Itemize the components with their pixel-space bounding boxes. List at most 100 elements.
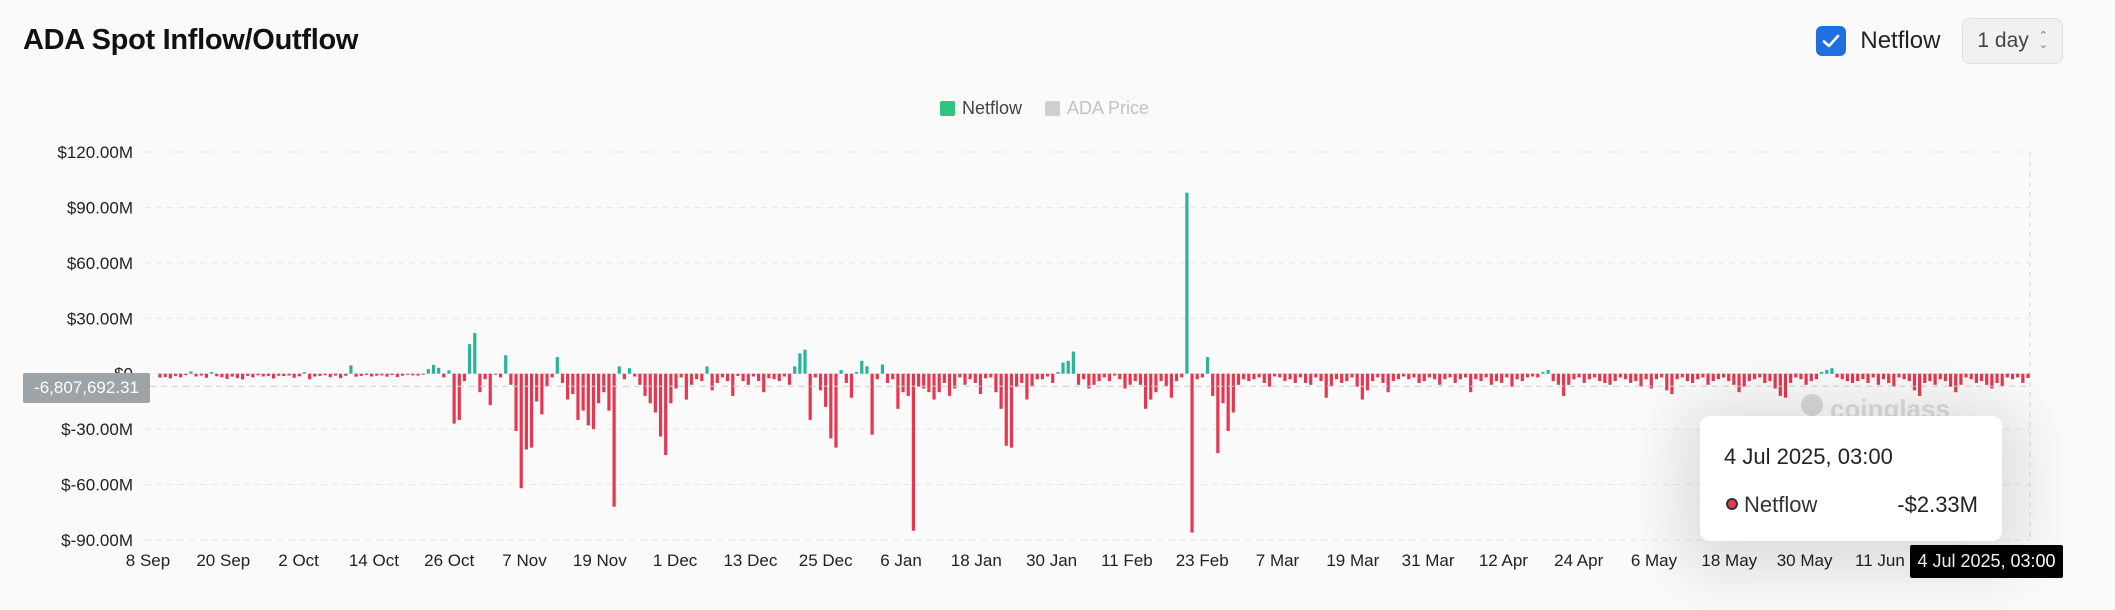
netflow-bar bbox=[684, 373, 688, 400]
netflow-bar bbox=[627, 368, 632, 374]
netflow-bar bbox=[607, 373, 611, 411]
netflow-bar bbox=[767, 373, 771, 379]
netflow-bar bbox=[1040, 373, 1044, 380]
netflow-bar bbox=[437, 367, 441, 374]
netflow-bar bbox=[885, 373, 890, 383]
legend-label: ADA Price bbox=[1067, 98, 1149, 118]
x-tick-label: 19 Mar bbox=[1326, 551, 1379, 570]
netflow-bar bbox=[1427, 373, 1432, 378]
netflow-bar bbox=[787, 373, 792, 385]
chart-tooltip: 4 Jul 2025, 03:00 Netflow -$2.33M bbox=[1700, 416, 2002, 541]
netflow-bar bbox=[1159, 373, 1163, 382]
netflow-bar bbox=[818, 373, 823, 391]
netflow-bar bbox=[1226, 373, 1230, 431]
netflow-bar bbox=[1247, 373, 1251, 382]
netflow-bar bbox=[426, 369, 430, 374]
netflow-bar bbox=[984, 373, 988, 379]
netflow-bar bbox=[1773, 373, 1777, 389]
netflow-bar bbox=[896, 373, 900, 409]
netflow-bar bbox=[638, 373, 642, 385]
netflow-bar bbox=[958, 373, 962, 378]
netflow-bar bbox=[880, 364, 885, 374]
netflow-bar bbox=[1045, 373, 1050, 377]
netflow-bar bbox=[1169, 373, 1174, 398]
x-tick-label: 18 May bbox=[1701, 551, 1757, 570]
netflow-bar bbox=[782, 373, 786, 377]
netflow-bar bbox=[1541, 371, 1545, 374]
netflow-bar bbox=[1995, 373, 1999, 383]
netflow-bar bbox=[452, 373, 456, 424]
netflow-bar bbox=[1469, 373, 1473, 393]
netflow-bar bbox=[1432, 373, 1437, 380]
y-tick-label: $90.00M bbox=[67, 198, 133, 217]
netflow-bar bbox=[1623, 373, 1628, 380]
netflow-bar bbox=[1783, 373, 1788, 398]
netflow-bar bbox=[839, 370, 843, 374]
netflow-bar bbox=[1180, 373, 1184, 378]
netflow-bar bbox=[844, 373, 848, 383]
netflow-bar bbox=[1273, 373, 1277, 377]
netflow-bar bbox=[1340, 373, 1344, 383]
netflow-bar bbox=[560, 373, 565, 383]
netflow-bar bbox=[1861, 373, 1865, 380]
netflow-bar bbox=[591, 373, 596, 430]
netflow-bar bbox=[1825, 370, 1829, 374]
netflow-bar bbox=[808, 373, 812, 420]
netflow-bar bbox=[1572, 373, 1576, 380]
netflow-bar bbox=[1216, 373, 1220, 454]
netflow-bar bbox=[648, 373, 652, 404]
chart-controls: Netflow 1 day ⌃ ⌄ bbox=[1816, 18, 2063, 64]
netflow-bar bbox=[963, 373, 967, 385]
netflow-bar bbox=[308, 373, 312, 380]
netflow-bar bbox=[1716, 373, 1720, 380]
netflow-bar bbox=[400, 373, 405, 376]
x-tick-label: 26 Oct bbox=[424, 551, 474, 570]
netflow-bar bbox=[1794, 373, 1798, 378]
netflow-bar bbox=[1004, 373, 1008, 446]
netflow-bar bbox=[256, 373, 260, 376]
netflow-bar bbox=[1639, 373, 1643, 387]
netflow-bar bbox=[999, 373, 1003, 409]
y-axis: $120.00M$90.00M$60.00M$30.00M$0$-30.00M$… bbox=[57, 143, 133, 550]
netflow-bar bbox=[710, 373, 714, 391]
netflow-bar bbox=[1644, 373, 1648, 380]
netflow-bar bbox=[1402, 373, 1406, 377]
netflow-bar bbox=[1685, 373, 1690, 382]
netflow-checkbox[interactable] bbox=[1816, 26, 1847, 56]
netflow-bar bbox=[1164, 373, 1168, 387]
netflow-bar bbox=[1128, 373, 1132, 385]
netflow-bar bbox=[421, 373, 425, 375]
netflow-bar bbox=[978, 373, 983, 395]
netflow-bar bbox=[442, 373, 446, 378]
netflow-bar bbox=[333, 373, 338, 376]
checkmark-icon bbox=[1823, 34, 1840, 48]
netflow-bars bbox=[158, 192, 2030, 533]
netflow-bar bbox=[2005, 373, 2009, 378]
netflow-bar bbox=[313, 373, 317, 377]
netflow-bar bbox=[1536, 373, 1540, 378]
netflow-bar bbox=[1309, 373, 1313, 385]
netflow-bar bbox=[1969, 373, 1973, 380]
netflow-bar bbox=[1262, 373, 1266, 383]
netflow-bar bbox=[1479, 373, 1483, 382]
netflow-bar bbox=[1107, 373, 1112, 382]
netflow-bar bbox=[204, 373, 209, 378]
netflow-bar bbox=[1113, 373, 1117, 376]
netflow-bar bbox=[1959, 373, 1963, 385]
x-tick-label: 14 Oct bbox=[349, 551, 399, 570]
netflow-bar bbox=[282, 373, 286, 377]
interval-select-value: 1 day bbox=[1977, 29, 2029, 52]
netflow-bar bbox=[1407, 373, 1411, 380]
netflow-bar bbox=[1082, 373, 1086, 380]
netflow-bar bbox=[1871, 373, 1875, 378]
netflow-bar bbox=[277, 373, 281, 376]
netflow-checkbox-label[interactable]: Netflow bbox=[1860, 27, 1941, 54]
netflow-bar bbox=[571, 373, 575, 395]
netflow-bar bbox=[1660, 373, 1664, 378]
interval-select[interactable]: 1 day ⌃ ⌄ bbox=[1962, 18, 2063, 64]
netflow-bar bbox=[462, 373, 467, 382]
netflow-bar bbox=[586, 373, 590, 426]
netflow-bar bbox=[1489, 373, 1493, 385]
netflow-bar bbox=[617, 366, 621, 374]
netflow-bar bbox=[1298, 373, 1303, 378]
